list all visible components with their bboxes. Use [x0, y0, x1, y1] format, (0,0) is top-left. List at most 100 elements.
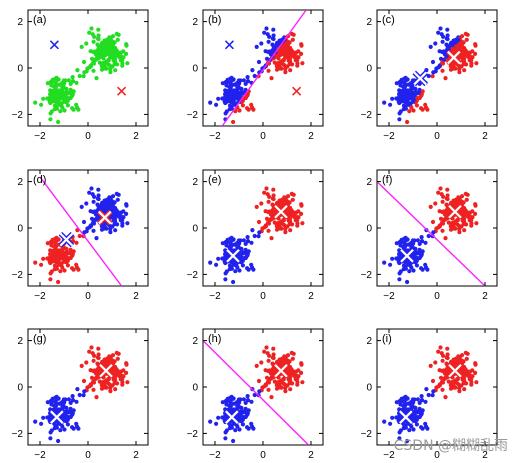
x-tick-label: 0 [260, 291, 266, 302]
data-point [74, 421, 79, 426]
data-point [394, 256, 399, 261]
data-point [231, 77, 236, 82]
data-point [120, 63, 125, 68]
data-point [299, 51, 304, 57]
data-point [252, 392, 257, 398]
data-point [74, 80, 79, 85]
data-point [397, 117, 402, 122]
data-point [468, 373, 473, 378]
data-point [65, 103, 70, 108]
data-point [57, 82, 62, 87]
data-point [423, 102, 428, 107]
data-point [220, 96, 225, 101]
data-point [409, 265, 414, 270]
data-point [89, 56, 95, 61]
data-point [52, 267, 57, 272]
data-point [430, 219, 436, 225]
centroid-marker [292, 86, 302, 96]
data-point [409, 424, 414, 429]
data-point [254, 363, 259, 368]
data-point [406, 401, 411, 406]
data-point [264, 56, 270, 61]
data-point [58, 428, 63, 433]
data-point [257, 230, 262, 235]
x-tick-label: −2 [209, 131, 221, 142]
data-point [401, 267, 406, 272]
data-point [240, 91, 245, 96]
data-point [262, 384, 267, 389]
y-tick-label: −2 [12, 270, 24, 281]
data-point [96, 46, 101, 51]
data-point [233, 269, 238, 274]
data-point [235, 265, 240, 270]
data-point [70, 394, 75, 399]
panel-i: −2 0 2 −2 0 2 (i) [361, 328, 498, 461]
data-point [433, 41, 438, 46]
data-point [464, 197, 469, 202]
data-point [120, 223, 125, 228]
data-point [50, 396, 55, 401]
data-point [231, 119, 236, 125]
data-point [91, 221, 97, 226]
data-point [290, 222, 295, 227]
data-point [91, 228, 96, 233]
data-point [259, 201, 264, 206]
panel-b: −2 0 2 −2 0 2 (b) [187, 9, 324, 142]
data-point [240, 422, 245, 427]
data-point [115, 222, 120, 227]
data-point [262, 225, 267, 230]
data-point [438, 345, 443, 350]
data-point [115, 197, 120, 202]
data-point [299, 370, 304, 375]
panel-label: (a) [33, 14, 46, 26]
data-point [266, 68, 271, 73]
data-point [56, 237, 61, 242]
data-point [411, 427, 416, 432]
data-point [283, 66, 288, 72]
data-point [291, 32, 296, 37]
data-point [457, 389, 462, 394]
data-point [91, 49, 96, 55]
data-point [446, 379, 451, 384]
data-point [406, 260, 411, 266]
centroid-marker [448, 204, 462, 219]
data-point [399, 77, 404, 82]
data-point [271, 33, 276, 38]
y-tick-label: −2 [187, 429, 199, 440]
data-point [425, 426, 430, 431]
data-point [414, 91, 419, 96]
data-point [390, 256, 395, 261]
data-point [254, 44, 259, 50]
data-point [237, 427, 242, 432]
data-point [95, 214, 100, 219]
data-point [52, 92, 57, 97]
data-point [266, 209, 271, 214]
data-point [433, 360, 438, 365]
data-point [443, 76, 448, 81]
data-point [225, 77, 230, 82]
data-point [423, 421, 428, 426]
data-point [92, 34, 97, 39]
data-point [115, 37, 120, 42]
data-point [48, 111, 53, 116]
data-point [245, 239, 251, 244]
data-point [424, 68, 429, 73]
data-point [290, 197, 295, 202]
data-point [266, 49, 271, 55]
data-point [233, 428, 238, 433]
data-point [112, 375, 118, 380]
data-point [289, 53, 294, 58]
data-point [231, 279, 236, 285]
data-point [453, 378, 459, 383]
data-point [245, 235, 250, 240]
data-point [113, 228, 118, 233]
data-point [66, 397, 71, 402]
centroid-marker [99, 363, 113, 378]
data-point [89, 216, 95, 221]
data-point [71, 426, 76, 431]
data-point [223, 277, 228, 282]
y-tick-label: 2 [17, 177, 23, 188]
data-point [232, 242, 237, 247]
data-point [458, 47, 463, 52]
data-point [66, 78, 71, 83]
